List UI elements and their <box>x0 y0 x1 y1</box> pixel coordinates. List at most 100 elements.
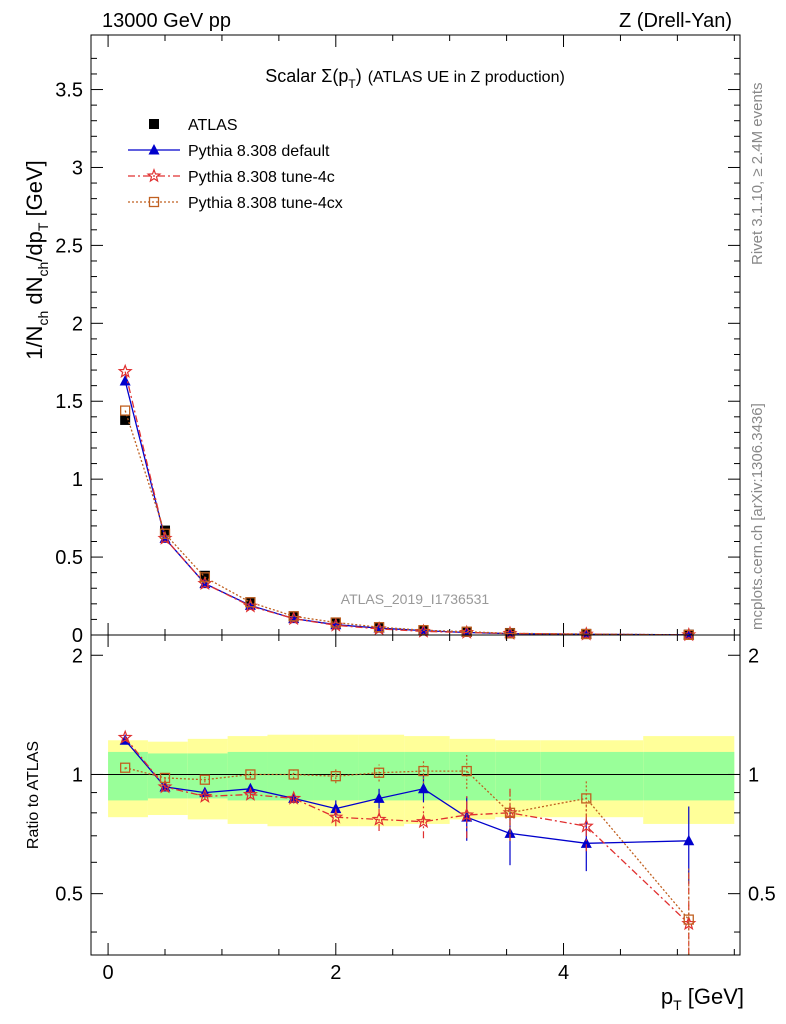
ratio-series-2-point <box>199 774 211 785</box>
ratio-series-1-point <box>371 811 387 826</box>
legend-label-3: Pythia 8.308 tune-4cx <box>188 195 343 212</box>
ratio-series-2-point <box>120 762 131 773</box>
ratio-series-1-point <box>197 788 213 803</box>
ratio-series-0-point <box>580 837 592 848</box>
ratio-series-2-point <box>288 769 299 780</box>
ratio-plot: 0 2 4 0.5 0.5 1 1 2 2 <box>55 634 776 984</box>
legend: ATLAS Pythia 8.308 default Pythia 8.308 tu… <box>128 117 343 212</box>
main-y-axis-label-text: 1/N <box>22 326 47 360</box>
plot-title-main: Scalar Σ(p <box>265 66 348 86</box>
header-right: Z (Drell-Yan) <box>619 10 732 32</box>
x-tick-label: 2 <box>330 962 341 984</box>
main-y-axis-label: 1/Nch dNch/dpT [GeV] <box>22 160 51 360</box>
ratio-series-2-point <box>461 765 472 777</box>
main-y-tick-label: 1 <box>72 469 83 491</box>
main-plot: 0 0.5 1 1.5 2 2.5 3 3.5 <box>55 34 741 647</box>
legend-marker-1 <box>148 144 160 155</box>
ratio-y-tick-label: 2 <box>72 645 83 667</box>
ratio-series-0-point <box>373 792 385 803</box>
main-series-3-point <box>288 611 299 622</box>
main-series-0-point <box>199 570 210 581</box>
ratio-series-2-point <box>373 767 385 778</box>
ratio-series-0-line <box>124 739 689 844</box>
ratio-series-2-point <box>159 772 171 784</box>
band-stat <box>643 751 735 801</box>
x-tick-label: 0 <box>103 962 114 984</box>
main-y-tick-label: 0 <box>72 625 83 647</box>
ratio-y-axis-label: Ratio to ATLAS <box>25 741 42 849</box>
ratio-y-tick-label-right: 1 <box>748 764 759 786</box>
main-series-3-point <box>159 528 171 539</box>
ratio-series-1-point <box>242 786 258 801</box>
ratio-series-0-point <box>683 834 695 846</box>
plot-title-sub: T <box>348 77 356 91</box>
main-series-3-point <box>504 628 516 639</box>
x-axis-label-sub: T <box>673 997 682 1013</box>
main-y-tick-label: 3.5 <box>55 80 83 102</box>
ratio-series-1-point <box>578 818 594 833</box>
legend-label-0: ATLAS <box>188 117 238 134</box>
main-y-axis-label-text-dp: /dp <box>22 231 47 262</box>
x-axis-label-main: p <box>661 984 673 1009</box>
ratio-series-2-point <box>504 807 516 818</box>
ratio-series-2-point <box>581 793 592 804</box>
legend-marker-2 <box>146 168 162 183</box>
main-series-3-point <box>330 617 341 628</box>
x-axis-label: pT [GeV] <box>661 984 744 1013</box>
band-stat <box>495 751 541 801</box>
ratio-series-1-point <box>157 778 173 794</box>
main-y-axis-label-text-dn: dN <box>22 277 47 311</box>
legend-marker-0 <box>149 119 159 129</box>
main-series-3-point <box>373 622 385 633</box>
main-y-tick-label: 2.5 <box>55 235 83 257</box>
main-series-3-point <box>461 626 472 637</box>
main-y-tick-label: 2 <box>72 313 83 335</box>
band-stat <box>449 751 496 801</box>
ratio-series-1-point <box>415 813 432 829</box>
main-series-3-point <box>120 405 131 416</box>
ratio-y-tick-label-right: 0.5 <box>748 884 776 906</box>
ratio-series-1-point <box>286 790 302 805</box>
ratio-series-2-point <box>683 914 694 925</box>
main-series-2-line <box>124 371 689 636</box>
ratio-series-0-point <box>330 802 342 814</box>
ratio-series-0-point <box>417 782 429 794</box>
main-y-tick-label: 1.5 <box>55 391 83 413</box>
header-left: 13000 GeV pp <box>102 10 231 32</box>
ratio-series-1-point <box>459 807 475 822</box>
legend-label-1: Pythia 8.308 default <box>188 143 330 160</box>
legend-label-2: Pythia 8.308 tune-4c <box>188 169 335 186</box>
ratio-series-1-point <box>328 809 344 824</box>
plot-title-close: ) <box>356 66 362 86</box>
main-y-axis-label-unit: [GeV] <box>22 160 47 222</box>
ratio-series-1-point <box>117 729 133 744</box>
main-y-axis-label-sub-ch2: ch <box>35 262 51 277</box>
ratio-y-tick-label: 0.5 <box>55 884 83 906</box>
watermark-analysis-id: ATLAS_2019_I1736531 <box>341 591 490 607</box>
main-series-0-point <box>120 414 131 425</box>
ratio-frame <box>90 634 741 956</box>
main-y-axis-label-sub-t: T <box>35 222 51 231</box>
main-series-3-point <box>199 572 211 583</box>
side-label-mcplots: mcplots.cern.ch [arXiv:1306.3436] <box>749 403 766 630</box>
ratio-series-2-point <box>418 765 429 777</box>
main-y-tick-label: 3 <box>72 157 83 179</box>
plot-title-tail: (ATLAS UE in Z production) <box>368 69 565 86</box>
band-stat <box>267 751 314 801</box>
ratio-series-2-line <box>125 767 690 921</box>
x-axis-label-unit: [GeV] <box>682 984 744 1009</box>
plot-title: Scalar Σ(pT) (ATLAS UE in Z production) <box>265 66 565 91</box>
band-stat <box>358 751 405 801</box>
main-y-axis-label-sub-ch: ch <box>35 311 51 326</box>
legend-marker-3 <box>148 196 160 208</box>
ratio-series-2-point <box>245 769 256 780</box>
side-label-rivet: Rivet 3.1.10, ≥ 2.4M events <box>749 83 766 266</box>
ratio-series-1-line <box>124 737 690 925</box>
main-y-tick-label: 0.5 <box>55 547 83 569</box>
band-stat <box>540 751 644 801</box>
x-tick-label: 4 <box>558 962 569 984</box>
ratio-y-tick-label: 1 <box>72 764 83 786</box>
main-series-2-point <box>117 363 133 379</box>
ratio-series-2-point <box>330 771 341 782</box>
